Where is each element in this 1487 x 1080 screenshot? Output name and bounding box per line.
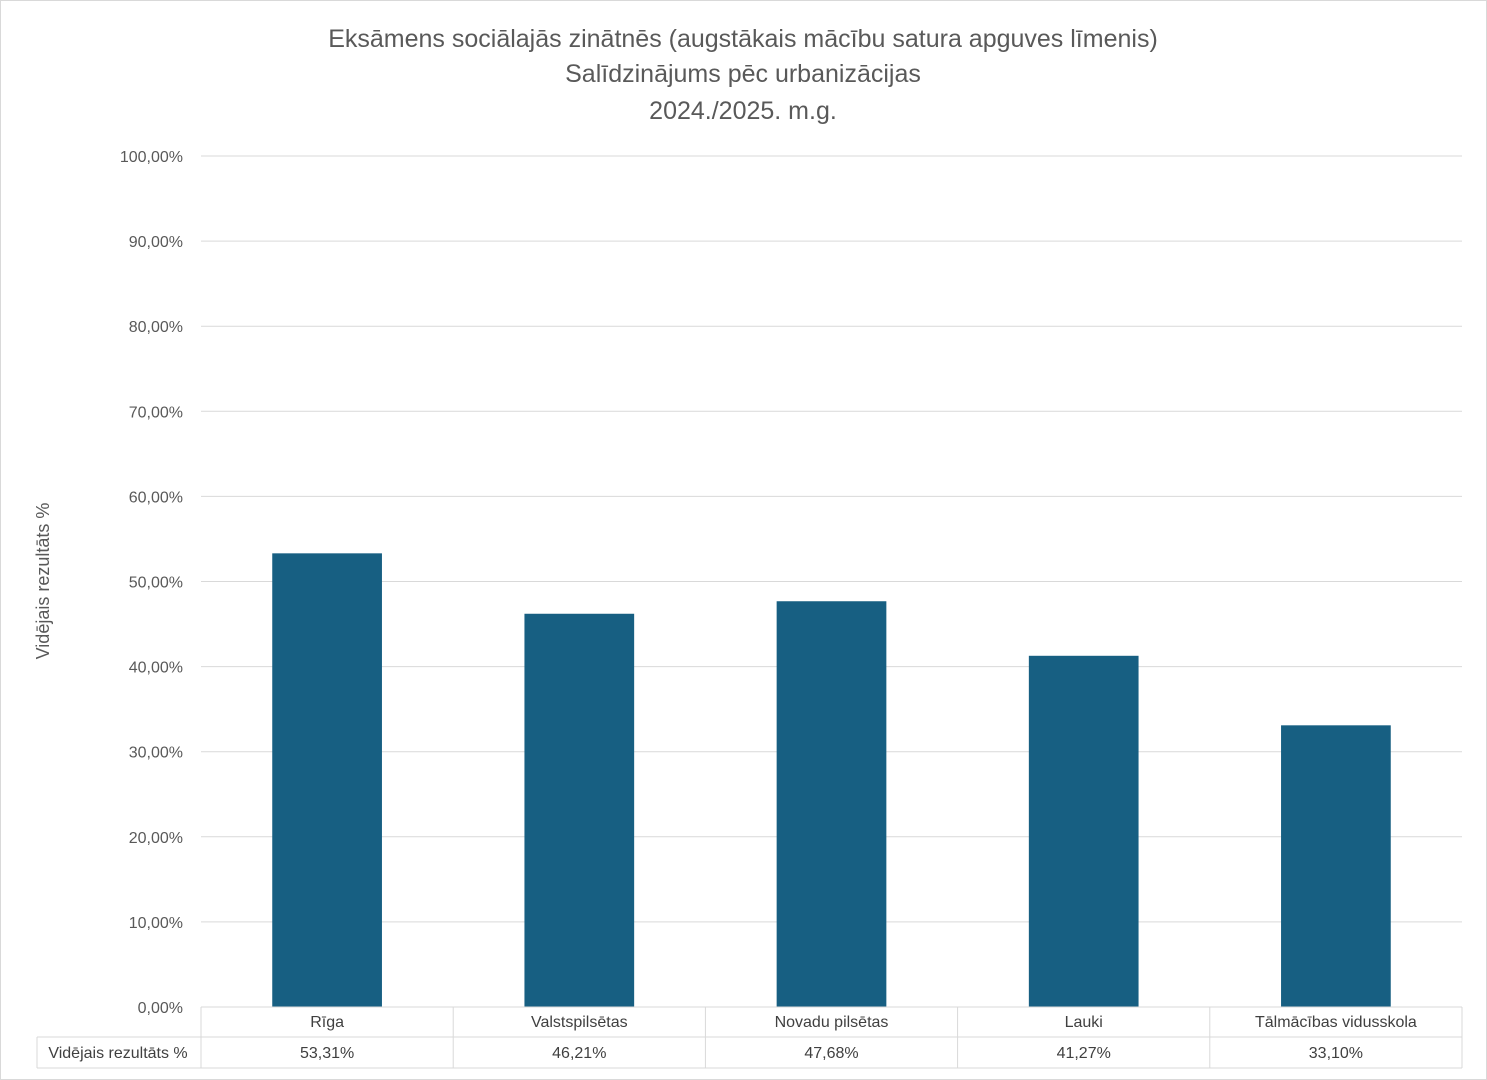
value-label: 47,68% bbox=[804, 1045, 858, 1062]
data-table-series-label: Vidējais rezultāts % bbox=[48, 1045, 187, 1062]
category-label: Valstspilsētas bbox=[531, 1014, 628, 1031]
value-label: 53,31% bbox=[300, 1045, 354, 1062]
y-tick-label: 50,00% bbox=[129, 575, 183, 592]
y-tick-label: 100,00% bbox=[120, 149, 183, 166]
data-table: Vidējais rezultāts % Rīga Valstspilsētas N… bbox=[36, 1006, 1463, 1069]
y-tick-label: 40,00% bbox=[129, 660, 183, 677]
data-table-lines bbox=[36, 1006, 1463, 1069]
y-axis-ticks: 0,00% 10,00% 20,00% 30,00% 40,00% 50,00% 60,00… bbox=[120, 149, 183, 1017]
category-labels: Rīga Valstspilsētas Novadu pilsētas Lauki Tā… bbox=[310, 1014, 1417, 1031]
y-tick-label: 70,00% bbox=[129, 404, 183, 421]
category-label: Lauki bbox=[1065, 1014, 1103, 1031]
bar bbox=[272, 553, 382, 1007]
category-label: Rīga bbox=[310, 1014, 344, 1031]
bar bbox=[524, 613, 635, 1007]
y-tick-label: 20,00% bbox=[129, 830, 183, 847]
y-axis-title: Vidējais rezultāts % bbox=[33, 503, 53, 660]
value-label: 41,27% bbox=[1057, 1045, 1111, 1062]
y-tick-label: 0,00% bbox=[138, 1000, 183, 1017]
value-label: 46,21% bbox=[552, 1045, 606, 1062]
chart-title: Eksāmens sociālajās zinātnēs (augstākais… bbox=[328, 25, 1158, 125]
title-line-2: Salīdzinājums pēc urbanizācijas bbox=[565, 60, 921, 88]
value-labels: 53,31% 46,21% 47,68% 41,27% 33,10% bbox=[300, 1045, 1363, 1062]
y-tick-label: 10,00% bbox=[129, 915, 183, 932]
title-line-1: Eksāmens sociālajās zinātnēs (augstākais… bbox=[328, 25, 1158, 53]
y-tick-label: 30,00% bbox=[129, 745, 183, 762]
value-label: 33,10% bbox=[1309, 1045, 1363, 1062]
bar bbox=[1028, 655, 1139, 1007]
category-label: Novadu pilsētas bbox=[775, 1014, 889, 1031]
bar bbox=[776, 601, 887, 1007]
category-label: Tālmācības vidusskola bbox=[1255, 1014, 1417, 1031]
bar bbox=[1281, 725, 1391, 1007]
y-tick-label: 60,00% bbox=[129, 489, 183, 506]
bars bbox=[272, 553, 1391, 1007]
y-tick-label: 90,00% bbox=[129, 234, 183, 251]
y-tick-label: 80,00% bbox=[129, 319, 183, 336]
title-line-3: 2024./2025. m.g. bbox=[649, 97, 837, 125]
